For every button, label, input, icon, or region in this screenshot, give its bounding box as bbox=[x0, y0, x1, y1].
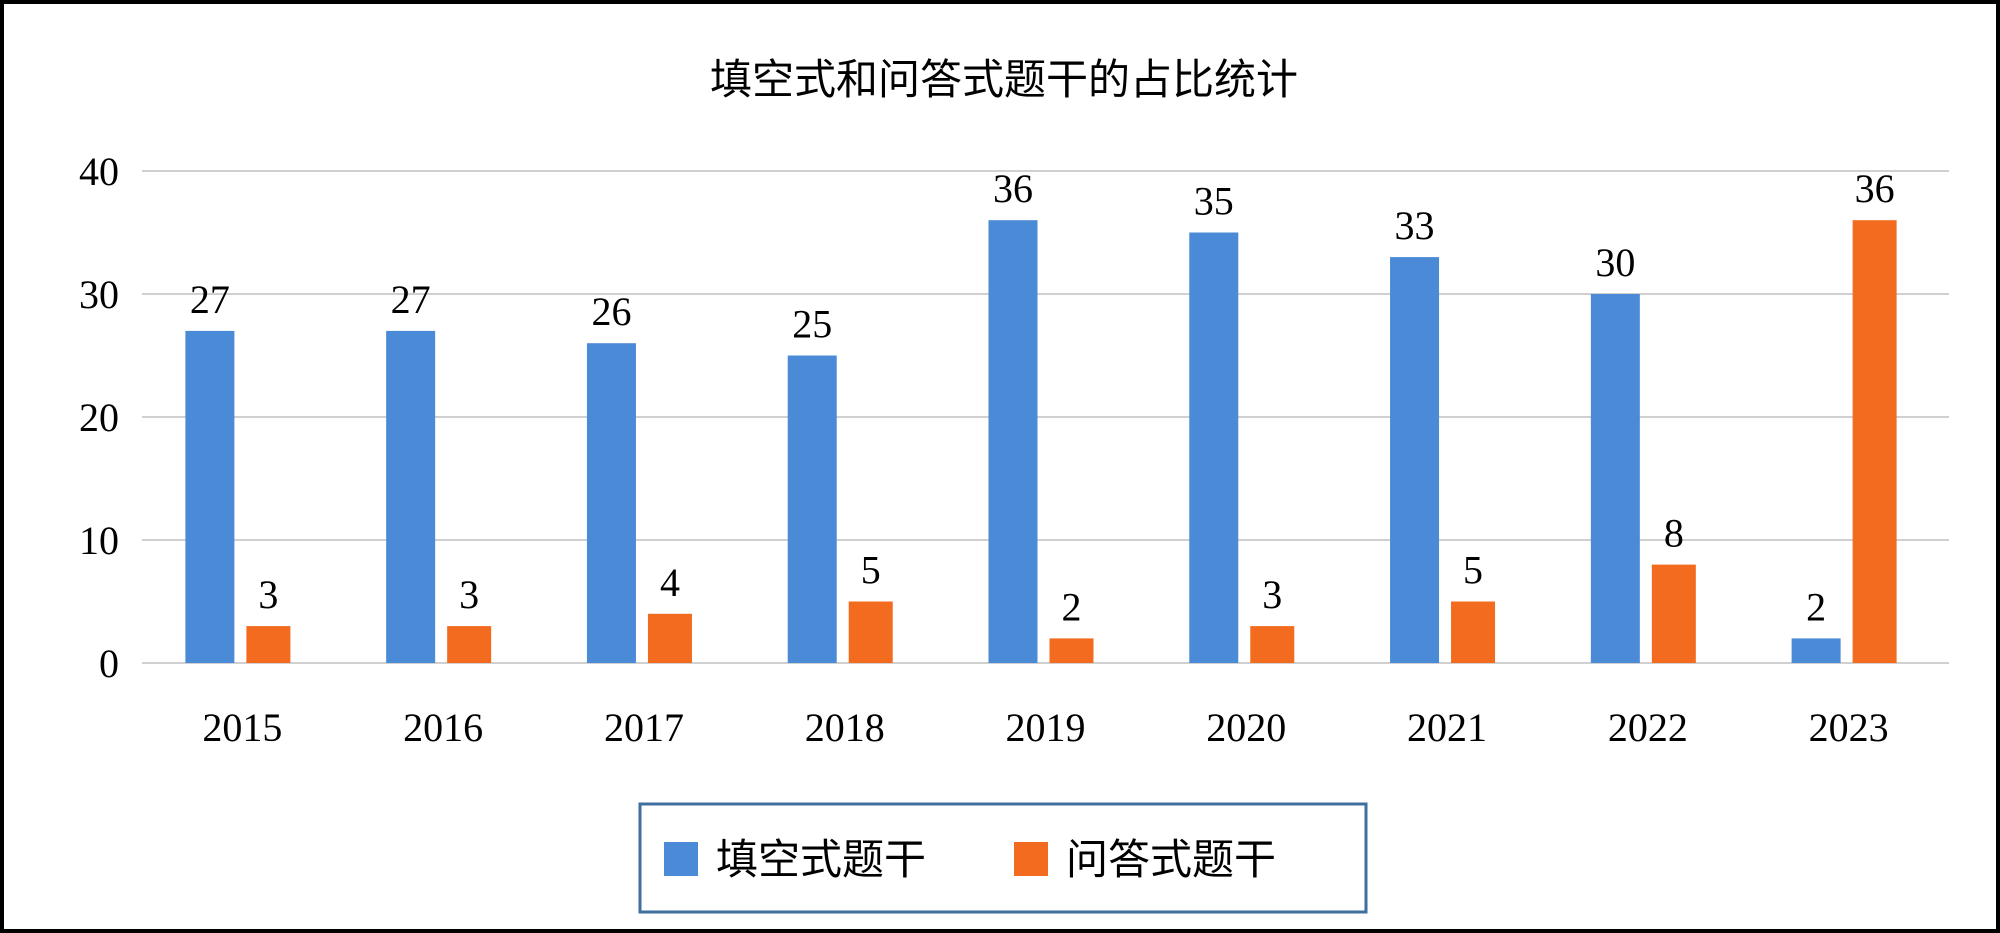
y-tick-label: 20 bbox=[79, 395, 119, 440]
bar bbox=[1189, 232, 1239, 663]
bar bbox=[1791, 638, 1841, 663]
bar bbox=[1451, 601, 1496, 663]
x-tick-label: 2016 bbox=[403, 705, 483, 750]
data-label: 36 bbox=[1855, 166, 1895, 211]
bar bbox=[988, 220, 1038, 663]
data-label: 27 bbox=[190, 277, 230, 322]
legend-box bbox=[638, 802, 1368, 914]
data-label: 3 bbox=[1262, 572, 1282, 617]
bar bbox=[1250, 626, 1295, 663]
data-label: 5 bbox=[861, 548, 881, 593]
legend-swatch-qa bbox=[1014, 842, 1048, 876]
x-tick-label: 2020 bbox=[1206, 705, 1286, 750]
y-tick-label: 10 bbox=[79, 518, 119, 563]
data-label: 4 bbox=[660, 560, 680, 605]
x-tick-label: 2023 bbox=[1809, 705, 1889, 750]
x-tick-label: 2018 bbox=[805, 705, 885, 750]
bar bbox=[1390, 257, 1440, 663]
bar bbox=[787, 355, 837, 663]
bar bbox=[1049, 638, 1094, 663]
data-label: 25 bbox=[792, 302, 832, 347]
bar-chart: 填空式和问答式题干的占比统计 0 10 20 30 40 2015 27 3 2016 27 3 2… bbox=[79, 57, 1949, 914]
bar bbox=[447, 626, 492, 663]
legend-label-fill-in: 填空式题干 bbox=[716, 837, 926, 884]
x-tick-label: 2017 bbox=[604, 705, 684, 750]
legend-swatch-fill-in bbox=[664, 842, 698, 876]
data-label: 5 bbox=[1463, 548, 1483, 593]
x-tick-label: 2022 bbox=[1608, 705, 1688, 750]
data-label: 8 bbox=[1664, 511, 1684, 556]
bar bbox=[1590, 294, 1640, 663]
bar bbox=[386, 330, 436, 663]
data-label: 30 bbox=[1595, 240, 1635, 285]
x-tick-label: 2019 bbox=[1006, 705, 1086, 750]
bar bbox=[185, 330, 235, 663]
bar bbox=[848, 601, 893, 663]
chart-title: 填空式和问答式题干的占比统计 bbox=[710, 57, 1298, 104]
data-label: 2 bbox=[1806, 584, 1826, 629]
data-label: 2 bbox=[1062, 584, 1082, 629]
x-tick-label: 2021 bbox=[1407, 705, 1487, 750]
legend-label-qa: 问答式题干 bbox=[1066, 838, 1276, 884]
data-label: 36 bbox=[993, 166, 1033, 211]
y-tick-label: 40 bbox=[79, 149, 119, 194]
x-tick-label: 2015 bbox=[202, 705, 282, 750]
y-tick-label: 0 bbox=[99, 641, 119, 686]
bar bbox=[586, 343, 636, 663]
data-label: 3 bbox=[459, 572, 479, 617]
data-label: 33 bbox=[1395, 203, 1435, 248]
bar bbox=[647, 613, 692, 663]
bar bbox=[1852, 220, 1897, 663]
data-label: 3 bbox=[258, 572, 278, 617]
data-label: 35 bbox=[1194, 179, 1234, 224]
bar bbox=[1651, 564, 1696, 663]
data-label: 27 bbox=[391, 277, 431, 322]
bar bbox=[246, 626, 291, 663]
data-label: 26 bbox=[591, 289, 631, 334]
legend: 填空式题干 问答式题干 bbox=[638, 802, 1368, 914]
y-tick-label: 30 bbox=[79, 272, 119, 317]
